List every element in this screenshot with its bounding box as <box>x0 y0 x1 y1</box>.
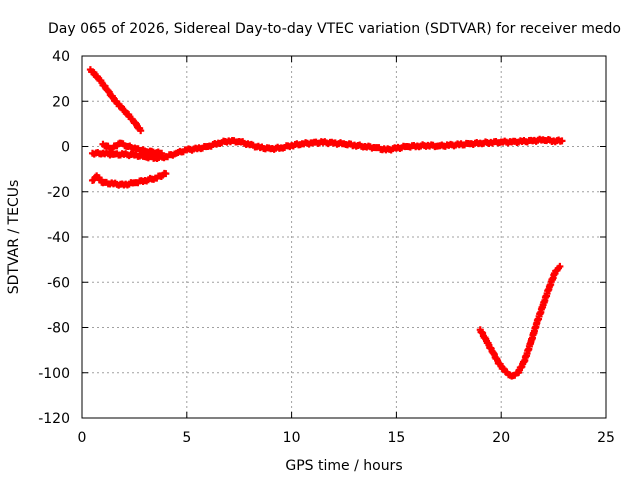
y-tick-label: -120 <box>38 411 70 427</box>
x-tick-label: 5 <box>182 430 191 446</box>
x-tick-label: 25 <box>597 430 615 446</box>
data-points <box>86 66 566 380</box>
y-tick-label: 20 <box>52 94 70 110</box>
x-axis-label: GPS time / hours <box>285 458 402 474</box>
y-tick-label: 40 <box>52 49 70 65</box>
x-tick-label: 15 <box>387 430 405 446</box>
data-point <box>137 127 145 135</box>
series-arc-main-near-zero <box>88 135 566 163</box>
axis-ticks: 0 5 10 15 20 25 -120 -100 -80 -60 -40 -20 0 20 40 <box>38 49 615 446</box>
series-arc-deep-dip <box>476 262 564 380</box>
y-tick-label: -20 <box>47 185 70 201</box>
y-tick-label: -40 <box>47 230 70 246</box>
series-arc-steep-decline <box>86 66 145 135</box>
data-point <box>158 149 166 157</box>
x-tick-label: 0 <box>78 430 87 446</box>
y-tick-label: -100 <box>38 366 70 382</box>
y-tick-label: -60 <box>47 275 70 291</box>
y-tick-label: 0 <box>61 140 70 156</box>
chart-title: Day 065 of 2026, Sidereal Day-to-day VTE… <box>48 21 621 37</box>
series-arc-short-early <box>99 139 166 157</box>
y-tick-label: -80 <box>47 321 70 337</box>
x-tick-label: 10 <box>283 430 301 446</box>
x-tick-label: 20 <box>492 430 510 446</box>
data-point <box>558 137 566 145</box>
y-axis-label: SDTVAR / TECUs <box>6 180 22 295</box>
data-point <box>162 170 170 178</box>
series-arc-lower-early <box>88 169 170 189</box>
data-point <box>556 262 564 270</box>
grid <box>82 56 606 418</box>
